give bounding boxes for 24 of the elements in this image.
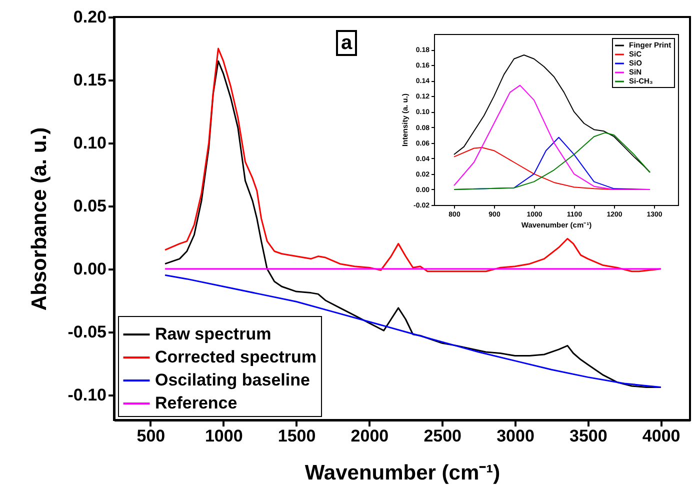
- x-tick-label: 1500: [278, 426, 316, 446]
- line-series: [454, 84, 650, 190]
- line-series: [164, 48, 662, 272]
- x-tick-label: 1000: [204, 426, 243, 446]
- y-tick-label: -0.05: [68, 322, 106, 342]
- x-axis-title: Wavenumber (cm⁻¹): [304, 462, 500, 484]
- annotation: a: [336, 30, 358, 56]
- x-tick-label: 3500: [570, 426, 608, 446]
- y-tick-label: 0.00: [73, 259, 106, 278]
- y-tick-label: 0.10: [73, 133, 106, 152]
- legend-label: Corrected spectrum: [155, 348, 317, 366]
- y-axis-title: Absorbance (a. u.): [28, 127, 51, 311]
- y-tick-label: 0.15: [73, 70, 106, 90]
- x-tick-label: 500: [136, 426, 166, 446]
- legend-label: Oscilating baseline: [155, 370, 310, 390]
- x-tick-label: 3000: [496, 426, 534, 446]
- y-tick-label: -0.10: [68, 385, 106, 404]
- legend-label: Raw spectrum: [155, 324, 272, 344]
- x-tick-label: 2500: [424, 426, 462, 446]
- y-tick-label: 0.05: [73, 196, 106, 216]
- y-tick-label: 0.20: [73, 8, 106, 26]
- x-tick-label: 4000: [642, 426, 680, 446]
- x-tick-label: 2000: [350, 426, 389, 446]
- legend-label: Reference: [155, 394, 238, 412]
